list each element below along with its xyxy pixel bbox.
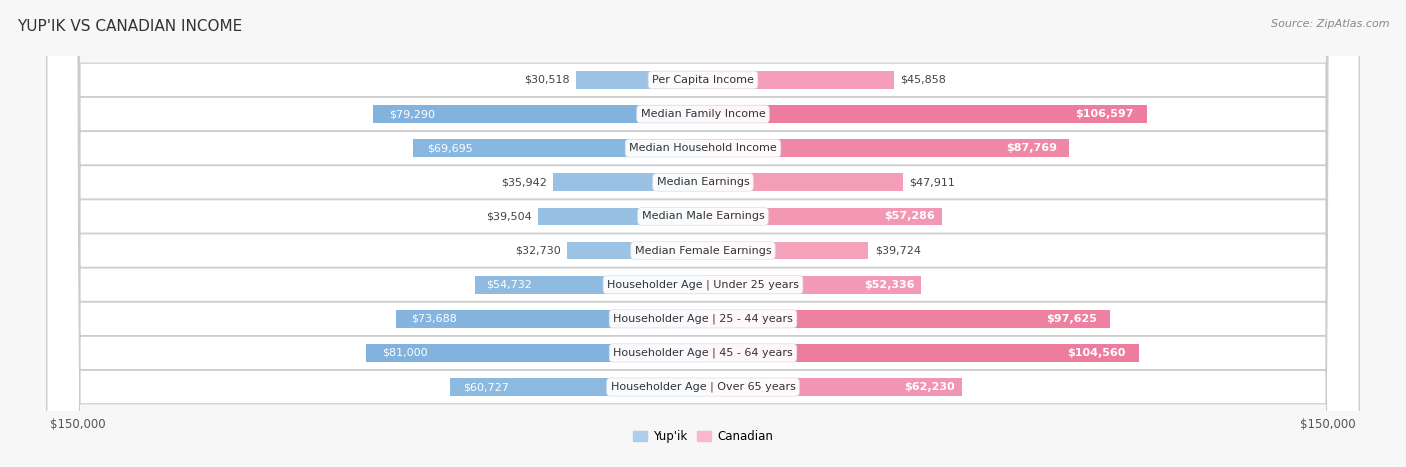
FancyBboxPatch shape	[46, 0, 1360, 467]
Bar	[373, 105, 703, 123]
Text: $35,942: $35,942	[501, 177, 547, 187]
Text: $60,727: $60,727	[463, 382, 509, 392]
Text: YUP'IK VS CANADIAN INCOME: YUP'IK VS CANADIAN INCOME	[17, 19, 242, 34]
Bar	[576, 71, 703, 89]
Bar	[567, 242, 703, 260]
Text: $54,732: $54,732	[486, 280, 533, 290]
FancyBboxPatch shape	[46, 0, 1360, 467]
Bar	[450, 378, 703, 396]
Text: Median Household Income: Median Household Income	[628, 143, 778, 153]
Bar	[703, 242, 869, 260]
Text: $69,695: $69,695	[427, 143, 472, 153]
Text: Per Capita Income: Per Capita Income	[652, 75, 754, 85]
FancyBboxPatch shape	[46, 0, 1360, 467]
Text: $97,625: $97,625	[1046, 314, 1098, 324]
Text: $39,724: $39,724	[875, 246, 921, 255]
Text: Median Earnings: Median Earnings	[657, 177, 749, 187]
FancyBboxPatch shape	[46, 0, 1360, 467]
Bar	[475, 276, 703, 294]
Text: $87,769: $87,769	[1007, 143, 1057, 153]
Text: $30,518: $30,518	[524, 75, 569, 85]
Bar	[703, 378, 962, 396]
Text: Median Male Earnings: Median Male Earnings	[641, 212, 765, 221]
Text: $47,911: $47,911	[908, 177, 955, 187]
Text: $57,286: $57,286	[884, 212, 935, 221]
Text: $32,730: $32,730	[515, 246, 561, 255]
Text: $73,688: $73,688	[412, 314, 457, 324]
FancyBboxPatch shape	[46, 0, 1360, 467]
Text: Source: ZipAtlas.com: Source: ZipAtlas.com	[1271, 19, 1389, 28]
Text: Median Female Earnings: Median Female Earnings	[634, 246, 772, 255]
Text: Householder Age | Under 25 years: Householder Age | Under 25 years	[607, 279, 799, 290]
Text: $52,336: $52,336	[865, 280, 914, 290]
Text: $62,230: $62,230	[904, 382, 955, 392]
Bar	[703, 71, 894, 89]
Text: Householder Age | Over 65 years: Householder Age | Over 65 years	[610, 382, 796, 392]
Text: $79,290: $79,290	[389, 109, 436, 119]
Bar	[396, 310, 703, 328]
Text: $106,597: $106,597	[1076, 109, 1133, 119]
Bar	[538, 207, 703, 225]
Bar	[703, 344, 1139, 362]
Bar	[554, 173, 703, 191]
Text: Median Family Income: Median Family Income	[641, 109, 765, 119]
Bar	[366, 344, 703, 362]
Text: Householder Age | 45 - 64 years: Householder Age | 45 - 64 years	[613, 348, 793, 358]
FancyBboxPatch shape	[46, 0, 1360, 467]
Bar	[703, 173, 903, 191]
Bar	[703, 139, 1069, 157]
Bar	[703, 207, 942, 225]
Bar	[703, 310, 1109, 328]
FancyBboxPatch shape	[46, 0, 1360, 467]
FancyBboxPatch shape	[46, 0, 1360, 467]
Text: $81,000: $81,000	[382, 348, 427, 358]
Text: $39,504: $39,504	[486, 212, 533, 221]
Text: $104,560: $104,560	[1067, 348, 1126, 358]
Text: Householder Age | 25 - 44 years: Householder Age | 25 - 44 years	[613, 313, 793, 324]
FancyBboxPatch shape	[46, 0, 1360, 467]
Legend: Yup'ik, Canadian: Yup'ik, Canadian	[628, 425, 778, 448]
FancyBboxPatch shape	[46, 0, 1360, 467]
Text: $45,858: $45,858	[900, 75, 946, 85]
Bar	[703, 276, 921, 294]
Bar	[703, 105, 1147, 123]
Bar	[412, 139, 703, 157]
